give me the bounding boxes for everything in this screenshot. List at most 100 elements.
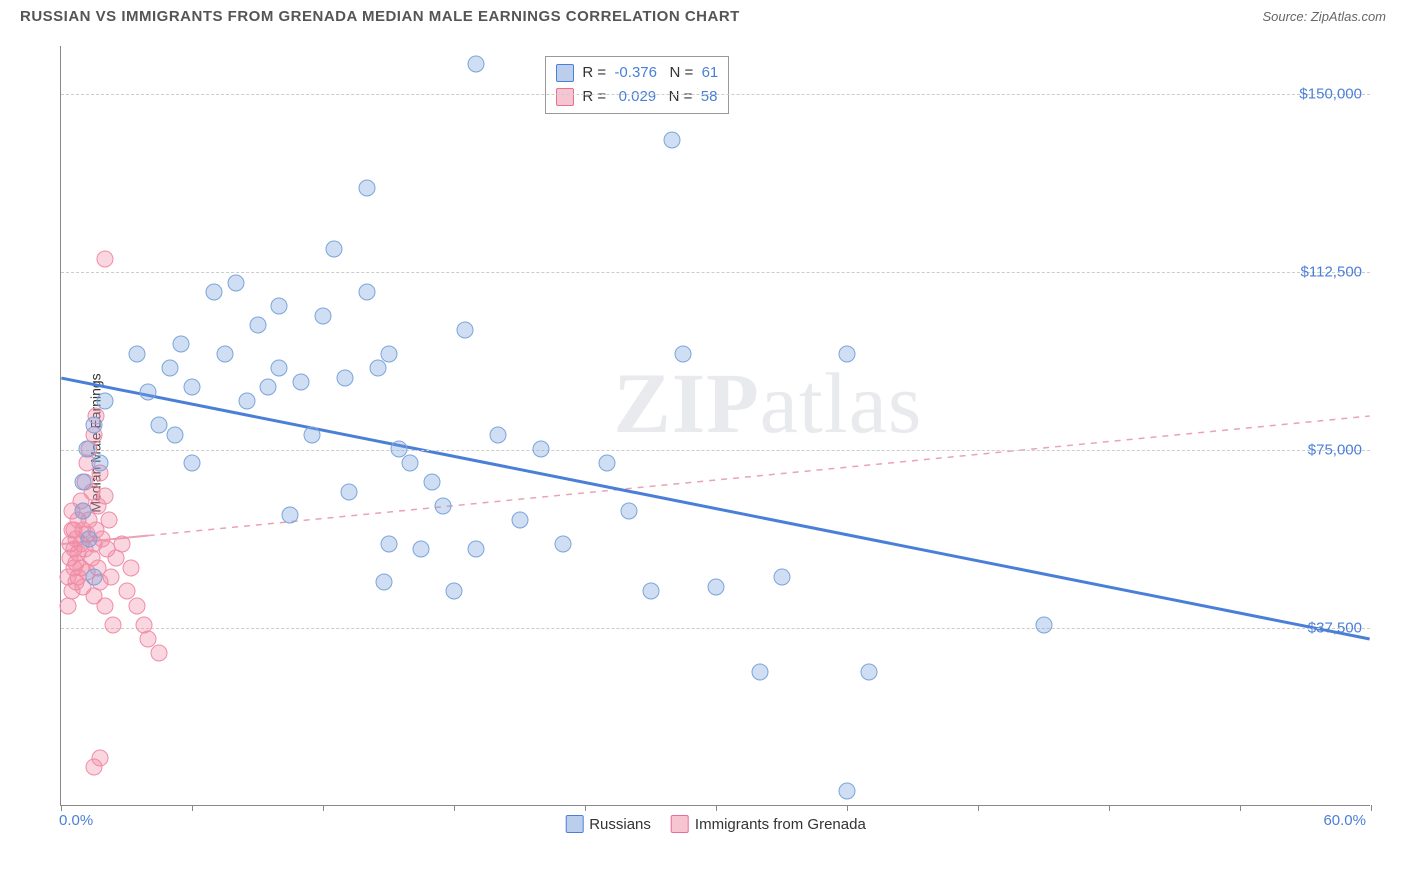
data-point bbox=[336, 369, 353, 386]
data-point bbox=[238, 393, 255, 410]
x-tick bbox=[1371, 805, 1372, 811]
chart-title: RUSSIAN VS IMMIGRANTS FROM GRENADA MEDIA… bbox=[20, 8, 740, 25]
data-point bbox=[260, 379, 277, 396]
data-point bbox=[376, 573, 393, 590]
watermark: ZIPatlas bbox=[613, 353, 922, 453]
data-point bbox=[227, 274, 244, 291]
x-axis-min-label: 0.0% bbox=[59, 812, 93, 829]
data-point bbox=[151, 645, 168, 662]
data-point bbox=[103, 569, 120, 586]
data-point bbox=[101, 512, 118, 529]
data-point bbox=[293, 374, 310, 391]
data-point bbox=[151, 417, 168, 434]
data-point bbox=[839, 345, 856, 362]
x-tick bbox=[1240, 805, 1241, 811]
data-point bbox=[325, 241, 342, 258]
data-point bbox=[92, 749, 109, 766]
data-point bbox=[79, 440, 96, 457]
data-point bbox=[85, 569, 102, 586]
data-point bbox=[533, 440, 550, 457]
data-point bbox=[751, 664, 768, 681]
data-point bbox=[413, 540, 430, 557]
data-point bbox=[358, 284, 375, 301]
data-point bbox=[358, 179, 375, 196]
data-point bbox=[216, 345, 233, 362]
x-tick bbox=[323, 805, 324, 811]
data-point bbox=[184, 379, 201, 396]
data-point bbox=[435, 497, 452, 514]
legend-swatch-pink-2 bbox=[671, 815, 689, 833]
data-point bbox=[96, 393, 113, 410]
data-point bbox=[184, 455, 201, 472]
data-point bbox=[122, 559, 139, 576]
trend-lines bbox=[61, 46, 1370, 805]
data-point bbox=[105, 616, 122, 633]
data-point bbox=[708, 578, 725, 595]
data-point bbox=[92, 455, 109, 472]
data-point bbox=[456, 322, 473, 339]
data-point bbox=[271, 360, 288, 377]
data-point bbox=[598, 455, 615, 472]
data-point bbox=[140, 383, 157, 400]
legend-stats: R = -0.376 N = 61 R = 0.029 N = 58 bbox=[545, 56, 729, 114]
data-point bbox=[467, 540, 484, 557]
data-point bbox=[402, 455, 419, 472]
data-point bbox=[74, 474, 91, 491]
data-point bbox=[620, 502, 637, 519]
legend-swatch-blue bbox=[556, 64, 574, 82]
data-point bbox=[74, 502, 91, 519]
source-label: Source: ZipAtlas.com bbox=[1262, 9, 1386, 24]
data-point bbox=[467, 56, 484, 73]
data-point bbox=[166, 426, 183, 443]
data-point bbox=[642, 583, 659, 600]
data-point bbox=[173, 336, 190, 353]
data-point bbox=[85, 417, 102, 434]
data-point bbox=[424, 474, 441, 491]
data-point bbox=[315, 307, 332, 324]
legend-swatch-pink bbox=[556, 88, 574, 106]
gridline bbox=[61, 94, 1370, 95]
data-point bbox=[96, 250, 113, 267]
data-point bbox=[271, 298, 288, 315]
data-point bbox=[304, 426, 321, 443]
y-tick-label: $112,500 bbox=[1301, 263, 1372, 280]
data-point bbox=[860, 664, 877, 681]
data-point bbox=[839, 782, 856, 799]
data-point bbox=[489, 426, 506, 443]
data-point bbox=[129, 345, 146, 362]
data-point bbox=[773, 569, 790, 586]
x-tick bbox=[847, 805, 848, 811]
data-point bbox=[162, 360, 179, 377]
data-point bbox=[1035, 616, 1052, 633]
legend-label-blue: Russians bbox=[589, 816, 651, 833]
y-tick-label: $37,500 bbox=[1308, 619, 1372, 636]
data-point bbox=[555, 535, 572, 552]
data-point bbox=[129, 597, 146, 614]
x-tick bbox=[61, 805, 62, 811]
data-point bbox=[380, 535, 397, 552]
y-tick-label: $75,000 bbox=[1308, 441, 1372, 458]
plot-area: ZIPatlas R = -0.376 N = 61 R = 0.029 N =… bbox=[60, 46, 1370, 806]
x-tick bbox=[585, 805, 586, 811]
data-point bbox=[341, 483, 358, 500]
x-tick bbox=[1109, 805, 1110, 811]
gridline bbox=[61, 628, 1370, 629]
data-point bbox=[675, 345, 692, 362]
x-tick bbox=[978, 805, 979, 811]
x-tick bbox=[454, 805, 455, 811]
gridline bbox=[61, 272, 1370, 273]
data-point bbox=[81, 531, 98, 548]
data-point bbox=[446, 583, 463, 600]
data-point bbox=[205, 284, 222, 301]
gridline bbox=[61, 450, 1370, 451]
legend-series: Russians Immigrants from Grenada bbox=[565, 815, 866, 833]
x-tick bbox=[192, 805, 193, 811]
data-point bbox=[96, 488, 113, 505]
x-axis-max-label: 60.0% bbox=[1323, 812, 1366, 829]
legend-label-pink: Immigrants from Grenada bbox=[695, 816, 866, 833]
legend-swatch-blue-2 bbox=[565, 815, 583, 833]
data-point bbox=[249, 317, 266, 334]
y-tick-label: $150,000 bbox=[1299, 85, 1372, 102]
data-point bbox=[282, 507, 299, 524]
data-point bbox=[96, 597, 113, 614]
